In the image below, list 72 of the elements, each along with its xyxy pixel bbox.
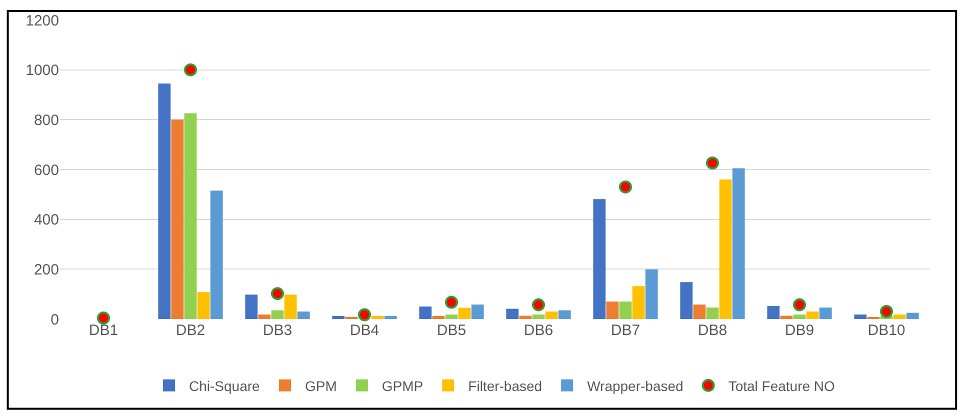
legend-label: Filter-based bbox=[468, 378, 542, 394]
legend-label: Chi-Square bbox=[189, 378, 260, 394]
point bbox=[793, 298, 806, 312]
bar bbox=[645, 269, 658, 319]
bar bbox=[184, 113, 197, 319]
point bbox=[358, 308, 371, 322]
bar bbox=[506, 308, 519, 319]
x-tick-label: DB4 bbox=[350, 322, 380, 339]
point bbox=[532, 298, 545, 312]
point bbox=[880, 305, 893, 318]
bar bbox=[854, 314, 867, 319]
bar bbox=[906, 312, 919, 319]
y-tick-label: 200 bbox=[34, 261, 59, 278]
bar bbox=[532, 314, 545, 319]
bar bbox=[210, 190, 223, 319]
y-tick-label: 400 bbox=[34, 212, 59, 229]
bar bbox=[619, 302, 632, 319]
legend-label: Total Feature NO bbox=[728, 378, 836, 394]
x-tick-label: DB6 bbox=[524, 322, 554, 339]
y-tick-label: 600 bbox=[34, 162, 59, 179]
point bbox=[97, 312, 110, 324]
point bbox=[271, 287, 284, 300]
bar bbox=[558, 310, 571, 319]
x-tick-label: DB8 bbox=[698, 322, 728, 339]
bar bbox=[606, 302, 619, 319]
bar bbox=[158, 84, 171, 319]
bar bbox=[632, 286, 645, 319]
bar bbox=[471, 304, 484, 319]
x-tick-label: DB9 bbox=[784, 322, 814, 339]
bar bbox=[371, 316, 384, 319]
bar bbox=[445, 314, 458, 319]
bar bbox=[432, 316, 445, 319]
x-tick-label: DB7 bbox=[610, 322, 640, 339]
bar bbox=[806, 312, 819, 319]
legend-label: GPM bbox=[305, 378, 337, 394]
bar bbox=[384, 316, 397, 319]
bar bbox=[732, 168, 745, 319]
bar bbox=[693, 304, 706, 319]
bar bbox=[332, 316, 345, 319]
legend-label: Wrapper-based bbox=[587, 378, 684, 394]
x-tick-label: DB10 bbox=[868, 322, 906, 339]
bar bbox=[271, 310, 284, 319]
y-tick-label: 1000 bbox=[26, 62, 59, 80]
y-tick-label: 1200 bbox=[26, 12, 59, 30]
bar bbox=[767, 306, 780, 319]
bar bbox=[245, 294, 258, 319]
bar bbox=[419, 306, 432, 319]
bar bbox=[458, 308, 471, 319]
bar bbox=[680, 282, 693, 319]
bar bbox=[793, 314, 806, 319]
bar bbox=[171, 120, 184, 319]
bar bbox=[284, 294, 297, 319]
bar bbox=[258, 314, 271, 319]
point bbox=[619, 180, 632, 194]
point bbox=[706, 156, 719, 170]
bar bbox=[545, 312, 558, 319]
bar bbox=[297, 312, 310, 319]
legend-label: GPMP bbox=[382, 378, 424, 394]
bar bbox=[893, 314, 906, 319]
y-tick-label: 0 bbox=[50, 311, 59, 328]
x-tick-label: DB1 bbox=[88, 322, 118, 339]
bar bbox=[197, 292, 210, 319]
x-tick-label: DB5 bbox=[436, 322, 466, 339]
point bbox=[184, 63, 197, 76]
bar bbox=[719, 179, 732, 319]
bar bbox=[593, 199, 606, 319]
point bbox=[445, 296, 458, 309]
y-tick-label: 800 bbox=[34, 112, 59, 129]
x-tick-label: DB3 bbox=[262, 322, 292, 339]
bar bbox=[706, 308, 719, 319]
x-tick-label: DB2 bbox=[176, 322, 206, 339]
bar bbox=[819, 308, 832, 319]
